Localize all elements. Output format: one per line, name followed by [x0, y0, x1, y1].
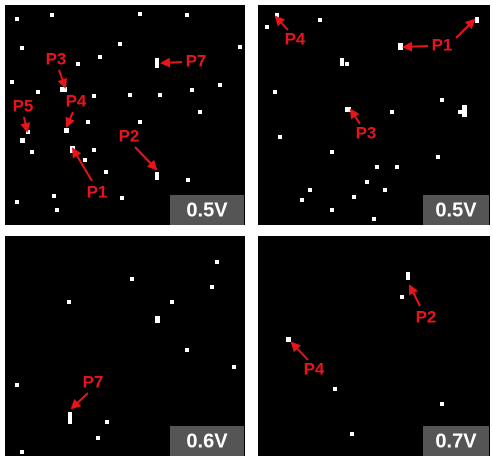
dot: [155, 172, 159, 180]
point-label: P7: [186, 51, 207, 70]
dot: [340, 58, 344, 66]
dot: [350, 432, 354, 436]
dot: [50, 13, 54, 17]
dot: [98, 55, 102, 59]
dot: [158, 93, 162, 97]
dot: [92, 94, 96, 98]
dot: [30, 150, 34, 154]
dot: [118, 42, 122, 46]
point-label: P3: [356, 123, 377, 142]
dot: [398, 43, 403, 50]
dot: [83, 158, 87, 162]
dot: [15, 17, 19, 21]
dot: [105, 420, 109, 424]
dot: [333, 387, 337, 391]
dot: [238, 45, 242, 49]
dot: [330, 208, 334, 212]
dot: [185, 348, 189, 352]
figure: 0.5V 0.5V 0.6V 0.7V P3 P7 P5 P4 P2 P1 P4…: [0, 0, 493, 460]
dot: [36, 90, 40, 94]
dot: [15, 200, 19, 204]
voltage-label: 0.7V: [435, 430, 477, 452]
dot: [475, 17, 479, 23]
dot: [130, 277, 134, 281]
dot: [440, 402, 444, 406]
dot: [286, 337, 291, 342]
dot: [440, 98, 444, 102]
dot: [155, 316, 160, 323]
dot: [345, 62, 349, 66]
voltage-label: 0.6V: [186, 430, 228, 452]
dot: [318, 18, 322, 22]
point-label: P4: [285, 29, 306, 48]
dot: [104, 170, 108, 174]
point-label: P4: [66, 91, 87, 110]
dot: [300, 198, 304, 202]
dot: [458, 110, 462, 114]
dot: [400, 295, 404, 299]
dot: [155, 58, 159, 68]
dot: [76, 62, 80, 66]
dot: [86, 120, 90, 124]
dot: [330, 150, 334, 154]
dot: [20, 450, 24, 454]
dot: [190, 88, 194, 92]
point-label: P1: [87, 182, 108, 201]
dot: [15, 383, 19, 387]
point-label: P4: [304, 359, 325, 378]
point-label: P3: [46, 49, 67, 68]
dot: [68, 412, 72, 424]
point-label: P2: [119, 126, 140, 145]
dot: [198, 110, 202, 114]
dot: [215, 260, 219, 264]
panel: [5, 236, 245, 456]
voltage-label: 0.5V: [186, 199, 228, 221]
dot: [308, 188, 312, 192]
panel: [258, 236, 490, 456]
dot: [92, 148, 96, 152]
dot: [365, 180, 369, 184]
point-label: P1: [432, 35, 453, 54]
point-label: P5: [13, 96, 34, 115]
dot: [64, 128, 69, 133]
dot: [406, 272, 410, 280]
dot: [96, 436, 100, 440]
dot: [20, 138, 25, 143]
dot: [345, 107, 351, 112]
dot: [273, 90, 277, 94]
dot: [218, 83, 222, 87]
dot: [170, 300, 174, 304]
dot: [390, 110, 394, 114]
dot: [372, 217, 376, 221]
dot: [186, 178, 190, 182]
dot: [232, 365, 236, 369]
dot: [352, 195, 356, 199]
dot: [10, 80, 14, 84]
dot: [278, 135, 282, 139]
dot: [128, 93, 132, 97]
dot: [436, 155, 440, 159]
dot: [210, 285, 214, 289]
dot: [395, 165, 399, 169]
dot: [52, 194, 56, 198]
dot: [138, 12, 142, 16]
point-label: P2: [416, 307, 437, 326]
dot: [383, 188, 387, 192]
dot: [138, 120, 142, 124]
point-label: P7: [83, 372, 104, 391]
dot: [185, 13, 189, 17]
panel: [5, 5, 245, 225]
dot: [20, 46, 24, 50]
dot: [462, 105, 467, 117]
dot: [265, 25, 269, 29]
voltage-label: 0.5V: [435, 199, 477, 221]
dot: [275, 13, 279, 17]
dot: [120, 196, 124, 200]
dot: [67, 300, 71, 304]
dot: [55, 208, 59, 212]
dot: [375, 165, 379, 169]
